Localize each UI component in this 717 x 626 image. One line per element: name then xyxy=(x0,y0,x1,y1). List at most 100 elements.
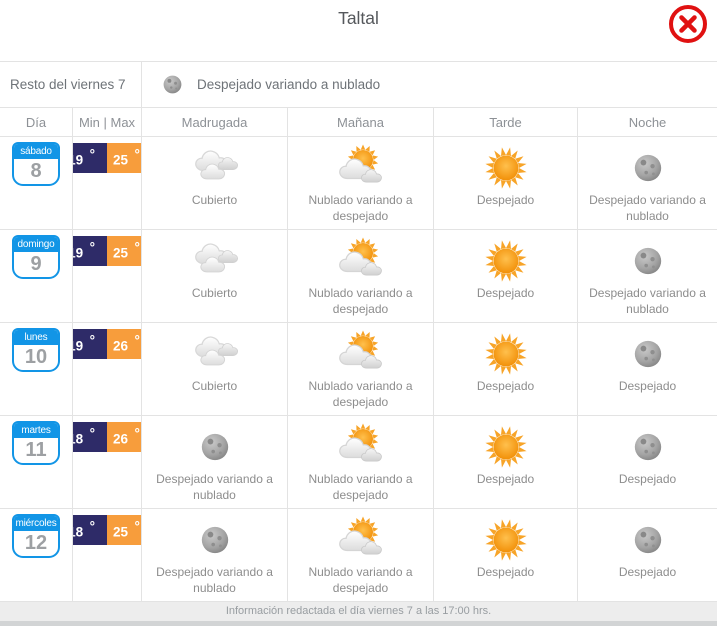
day-cell: martes 11 xyxy=(0,416,73,508)
forecast-cell: Despejado variando a nublado xyxy=(142,509,288,601)
forecast-cell: Nublado variando a despejado xyxy=(288,416,434,508)
forecast-cell: Nublado variando a despejado xyxy=(288,509,434,601)
clouds-icon xyxy=(186,235,244,286)
weather-label: Nublado variando a despejado xyxy=(308,286,413,316)
table-header-row: Día Min | Max Madrugada Mañana Tarde Noche xyxy=(0,108,717,137)
max-temp: 25 ° xyxy=(107,236,141,266)
moon-icon xyxy=(628,235,668,286)
clouds-icon xyxy=(186,142,244,193)
weather-label: Despejado xyxy=(618,379,677,393)
forecast-cell: Despejado xyxy=(434,230,578,322)
today-condition: Despejado variando a nublado xyxy=(197,77,381,92)
close-icon xyxy=(667,5,709,48)
sun-behind-cloud-icon xyxy=(332,235,390,286)
max-temp: 25 ° xyxy=(107,515,141,545)
day-cell: domingo 9 xyxy=(0,230,73,322)
weather-label: Nublado variando a despejado xyxy=(308,565,413,595)
minmax-cell: 19°25° xyxy=(73,137,142,229)
moon-icon xyxy=(628,328,668,379)
calendar-icon: sábado 8 xyxy=(12,142,60,186)
minmax-badge: 19°25° xyxy=(73,143,141,173)
sun-behind-cloud-icon xyxy=(332,142,390,193)
day-name: domingo xyxy=(14,237,58,252)
day-cell: lunes 10 xyxy=(0,323,73,415)
sun-behind-cloud-icon xyxy=(332,514,390,565)
forecast-cell: Cubierto xyxy=(142,323,288,415)
moon-icon xyxy=(195,421,235,472)
day-number: 12 xyxy=(24,532,48,554)
sun-icon xyxy=(483,328,529,379)
forecast-cell: Despejado xyxy=(434,137,578,229)
minmax-cell: 18°26° xyxy=(73,416,142,508)
table-row: miércoles 12 18°25° Despejado variando a… xyxy=(0,509,717,602)
calendar-icon: miércoles 12 xyxy=(12,514,60,558)
sun-icon xyxy=(483,235,529,286)
column-header: Mañana xyxy=(288,108,434,136)
today-condition-cell: Despejado variando a nublado xyxy=(142,62,717,107)
day-name: lunes xyxy=(14,330,58,345)
calendar-icon: lunes 10 xyxy=(12,328,60,372)
sun-icon xyxy=(483,142,529,193)
forecast-cell: Despejado xyxy=(434,416,578,508)
weather-label: Nublado variando a despejado xyxy=(308,379,413,409)
weather-label: Despejado variando a nublado xyxy=(156,565,273,595)
day-number: 10 xyxy=(24,346,48,368)
moon-icon xyxy=(159,71,186,98)
minmax-badge: 18°26° xyxy=(73,422,141,452)
clouds-icon xyxy=(186,328,244,379)
column-header: Madrugada xyxy=(142,108,288,136)
weather-label: Cubierto xyxy=(191,286,238,300)
weather-label: Despejado xyxy=(618,472,677,486)
weather-label: Cubierto xyxy=(191,379,238,393)
minmax-badge: 19°26° xyxy=(73,329,141,359)
sun-icon xyxy=(483,514,529,565)
column-header: Tarde xyxy=(434,108,578,136)
forecast-cell: Despejado xyxy=(578,416,717,508)
weather-label: Despejado xyxy=(476,565,535,579)
title-bar: Taltal xyxy=(0,0,717,62)
sun-behind-cloud-icon xyxy=(332,421,390,472)
forecast-body: sábado 8 19°25° Cubierto Nublado variand… xyxy=(0,137,717,602)
weather-label: Despejado xyxy=(476,193,535,207)
forecast-cell: Nublado variando a despejado xyxy=(288,230,434,322)
day-number: 9 xyxy=(30,253,42,275)
max-temp: 26 ° xyxy=(107,422,141,452)
min-temp: 19° xyxy=(73,329,107,359)
weather-label: Despejado variando a nublado xyxy=(589,286,706,316)
sun-icon xyxy=(483,421,529,472)
moon-icon xyxy=(195,514,235,565)
min-temp: 18° xyxy=(73,515,107,545)
forecast-cell: Nublado variando a despejado xyxy=(288,323,434,415)
forecast-cell: Cubierto xyxy=(142,230,288,322)
max-temp: 26 ° xyxy=(107,329,141,359)
column-header: Min | Max xyxy=(73,108,142,136)
forecast-cell: Despejado variando a nublado xyxy=(578,230,717,322)
weather-label: Despejado xyxy=(476,472,535,486)
footer-note: Información redactada el día viernes 7 a… xyxy=(0,602,717,626)
moon-icon xyxy=(628,421,668,472)
day-cell: miércoles 12 xyxy=(0,509,73,601)
weather-label: Despejado xyxy=(618,565,677,579)
max-temp: 25 ° xyxy=(107,143,141,173)
close-button[interactable] xyxy=(667,3,709,45)
weather-label: Despejado xyxy=(476,286,535,300)
forecast-cell: Despejado xyxy=(578,509,717,601)
day-number: 11 xyxy=(25,439,47,461)
forecast-cell: Nublado variando a despejado xyxy=(288,137,434,229)
day-number: 8 xyxy=(30,160,42,182)
forecast-cell: Despejado variando a nublado xyxy=(578,137,717,229)
forecast-cell: Despejado variando a nublado xyxy=(142,416,288,508)
forecast-cell: Despejado xyxy=(434,323,578,415)
min-temp: 18° xyxy=(73,422,107,452)
forecast-cell: Despejado xyxy=(434,509,578,601)
calendar-icon: domingo 9 xyxy=(12,235,60,279)
forecast-cell: Cubierto xyxy=(142,137,288,229)
weather-label: Nublado variando a despejado xyxy=(308,193,413,223)
day-cell: sábado 8 xyxy=(0,137,73,229)
minmax-cell: 18°25° xyxy=(73,509,142,601)
day-name: martes xyxy=(14,423,58,438)
weather-label: Cubierto xyxy=(191,193,238,207)
weather-label: Despejado variando a nublado xyxy=(589,193,706,223)
table-row: domingo 9 19°25° Cubierto Nublado varian… xyxy=(0,230,717,323)
